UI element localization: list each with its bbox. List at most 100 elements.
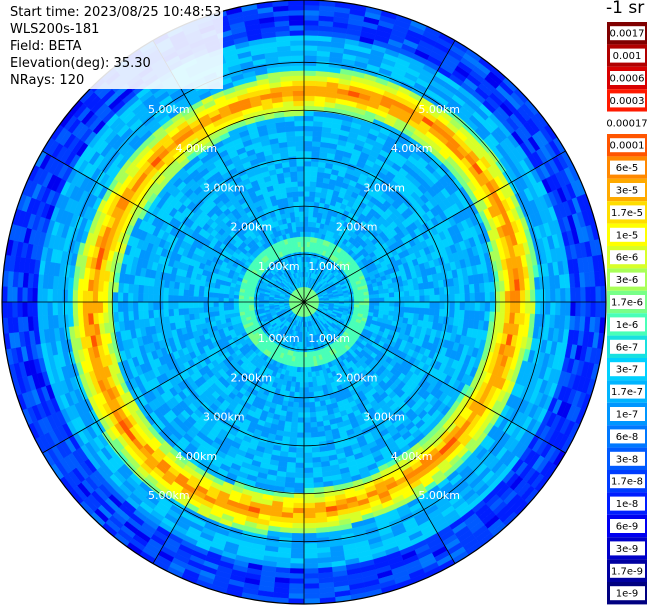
ppi-cell [369,301,375,306]
ppi-cell [303,563,319,569]
ppi-cell [303,175,311,182]
ppi-cell [419,301,426,309]
ppi-cell [294,472,305,479]
ppi-cell [286,406,294,413]
ppi-cell [303,578,319,585]
ppi-cell [295,447,305,454]
ppi-cell [290,426,298,433]
ppi-cell [311,140,322,148]
ppi-cell [303,196,310,202]
ppi-cell [303,588,320,595]
ppi-cell [303,186,311,192]
ppi-cell [300,357,305,363]
ppi-cell [354,301,360,306]
ppi-cell [535,301,541,315]
ppi-cell [303,40,318,46]
ppi-cell [464,301,471,311]
ppi-cell [413,283,420,291]
ppi-cell [303,502,316,509]
ppi-cell [292,502,305,509]
ppi-cell [310,176,318,183]
ppi-cell [560,288,566,303]
ppi-cell [379,297,385,303]
ppi-cell [312,386,319,393]
ppi-cell [303,211,309,217]
ppi-cell [312,135,322,143]
ppi-cell [414,301,420,309]
ppi-cell [297,417,305,424]
ppi-cell [403,312,410,319]
ppi-cell [469,292,476,303]
ppi-cell [373,289,380,295]
ppi-cell [303,226,309,232]
ppi-cell [454,293,461,303]
ppi-cell [458,284,466,295]
ppi-cell [289,436,298,443]
ppi-cell [311,451,321,459]
ppi-cell [303,24,319,31]
ppi-cell [439,301,446,310]
ppi-cell [488,311,496,323]
ppi-cell [524,289,531,303]
ppi-cell [303,29,319,36]
ppi-cell [499,291,506,303]
ppi-cell [303,377,309,383]
ppi-cell [303,522,317,529]
ppi-cell [309,411,317,418]
ppi-cell [434,294,441,303]
ppi-cell [519,290,526,303]
ppi-cell [303,241,308,247]
ppi-cell [484,301,491,312]
ppi-cell [285,471,296,479]
ppi-cell [459,293,466,303]
ppi-cell [290,421,298,428]
ppi-cell [449,293,456,303]
ppi-cell [384,297,390,303]
ppi-cell [448,285,456,295]
ppi-cell [560,301,566,316]
ppi-cell [423,308,430,316]
ppi-cell [294,381,300,388]
ppi-cell [399,301,405,308]
ppi-cell [298,392,305,398]
ppi-cell [353,295,360,300]
ppi-cell [439,294,446,303]
ppi-cell [463,310,471,320]
ppi-cell [303,115,314,122]
ppi-cell [311,376,317,383]
ppi-cell [590,286,597,303]
ppi-cell [314,406,322,413]
ppi-cell [303,553,318,559]
ppi-cell [303,246,308,252]
ppi-cell [309,401,316,408]
ppi-cell [303,100,315,107]
ppi-cell [308,391,315,398]
ppi-cell [459,301,466,311]
ppi-cell [313,110,325,118]
ppi-cell [303,165,312,172]
ppi-cell [303,110,315,117]
ppi-cell [303,70,317,77]
ppi-cell [468,283,476,294]
ppi-cell [303,125,314,132]
ppi-cell [293,497,305,504]
ppi-cell [403,290,410,297]
ppi-cell [580,287,587,303]
ppi-cell [595,301,602,318]
ppi-cell [303,90,316,97]
ppi-cell [289,431,298,438]
ppi-cell [312,461,322,469]
ppi-cell [469,301,476,312]
ppi-cell [310,161,319,168]
ppi-cell [468,310,476,321]
ppi-cell [303,55,318,61]
ppi-cell [311,371,317,378]
ppi-cell [303,457,313,464]
ppi-cell [298,397,305,403]
ppi-cell [303,527,317,534]
ppi-cell [413,313,420,321]
ppi-cell [296,432,305,439]
ppi-cell [303,206,310,212]
ppi-cell [303,432,312,439]
ppi-cell [388,292,395,298]
